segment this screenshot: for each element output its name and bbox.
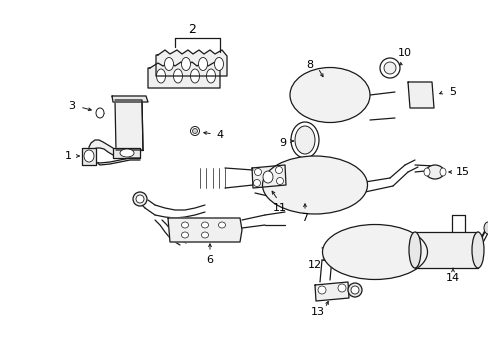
Text: 3: 3 (68, 101, 75, 111)
Text: 1: 1 (64, 151, 71, 161)
Ellipse shape (156, 69, 165, 83)
Ellipse shape (218, 222, 225, 228)
Ellipse shape (173, 69, 182, 83)
Polygon shape (115, 100, 142, 150)
Ellipse shape (379, 58, 399, 78)
Ellipse shape (423, 168, 429, 176)
Ellipse shape (263, 171, 272, 183)
Polygon shape (414, 232, 477, 268)
Text: 8: 8 (306, 60, 313, 70)
Ellipse shape (325, 244, 334, 256)
Text: 5: 5 (448, 87, 456, 97)
Ellipse shape (439, 168, 445, 176)
Text: 2: 2 (188, 23, 196, 36)
Ellipse shape (190, 126, 199, 135)
Ellipse shape (294, 126, 314, 154)
Ellipse shape (337, 284, 346, 292)
Ellipse shape (206, 69, 215, 83)
Ellipse shape (201, 222, 208, 228)
Ellipse shape (214, 58, 223, 71)
Ellipse shape (317, 286, 325, 294)
Ellipse shape (276, 177, 283, 185)
Polygon shape (148, 62, 220, 88)
Text: 12: 12 (307, 260, 322, 270)
Ellipse shape (425, 165, 443, 179)
Text: 9: 9 (279, 138, 286, 148)
Ellipse shape (289, 68, 369, 122)
Ellipse shape (84, 150, 94, 162)
Ellipse shape (190, 69, 199, 83)
Ellipse shape (201, 232, 208, 238)
Ellipse shape (164, 58, 173, 71)
Ellipse shape (483, 222, 488, 234)
Ellipse shape (181, 222, 188, 228)
Ellipse shape (253, 180, 260, 186)
Text: 6: 6 (206, 255, 213, 265)
Text: 13: 13 (310, 307, 325, 317)
Ellipse shape (254, 168, 261, 176)
Polygon shape (88, 140, 140, 165)
Polygon shape (82, 148, 96, 165)
Polygon shape (168, 218, 242, 242)
Ellipse shape (262, 156, 367, 214)
Ellipse shape (181, 232, 188, 238)
Text: 15: 15 (455, 167, 469, 177)
Ellipse shape (327, 247, 332, 253)
Ellipse shape (198, 58, 207, 71)
Ellipse shape (383, 62, 395, 74)
Polygon shape (112, 96, 148, 102)
Ellipse shape (181, 58, 190, 71)
Ellipse shape (192, 129, 197, 134)
Ellipse shape (350, 286, 358, 294)
Text: 7: 7 (301, 213, 308, 223)
Ellipse shape (408, 232, 420, 268)
Ellipse shape (96, 108, 104, 118)
Polygon shape (251, 165, 285, 188)
Text: 4: 4 (216, 130, 223, 140)
Ellipse shape (120, 149, 134, 157)
Ellipse shape (136, 195, 143, 203)
Text: 14: 14 (445, 273, 459, 283)
Polygon shape (407, 82, 433, 108)
Ellipse shape (290, 122, 318, 158)
Ellipse shape (275, 166, 282, 174)
Text: 10: 10 (397, 48, 411, 58)
Ellipse shape (347, 283, 361, 297)
Polygon shape (113, 148, 140, 158)
Ellipse shape (322, 225, 427, 279)
Ellipse shape (471, 232, 483, 268)
Polygon shape (314, 282, 348, 301)
Text: 11: 11 (272, 203, 286, 213)
Polygon shape (156, 50, 226, 76)
Ellipse shape (133, 192, 147, 206)
